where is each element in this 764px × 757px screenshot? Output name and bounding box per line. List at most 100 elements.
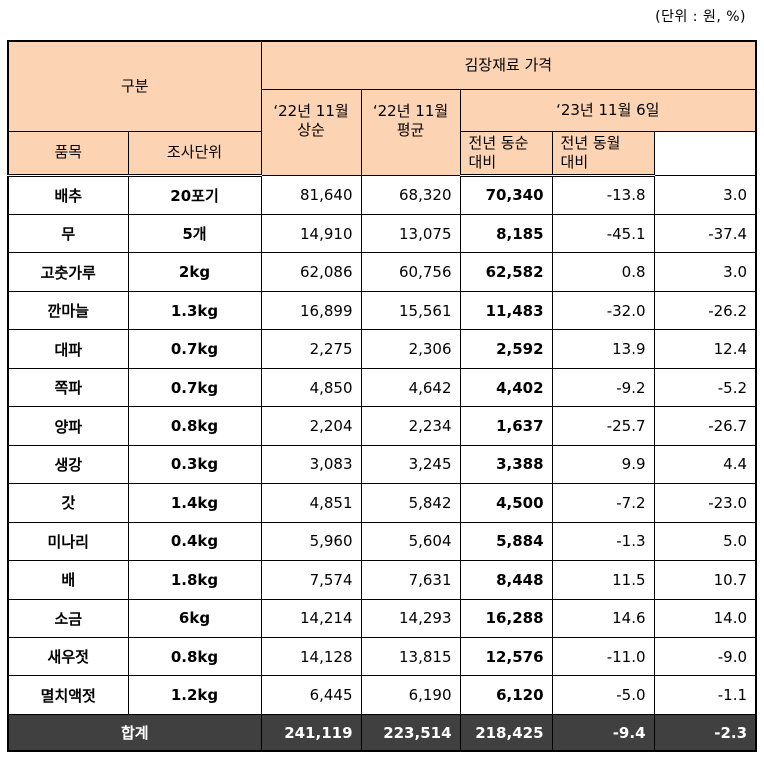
cell-yoy-period: 0.8 (551, 252, 655, 292)
cell-current: 11,483 (459, 290, 553, 331)
table-row: 배 1.8kg 7,574 7,631 8,448 11.5 10.7 (7, 560, 757, 600)
cell-item: 배 (7, 560, 129, 600)
cell-item: 멸치액젓 (7, 675, 129, 715)
cell-prev-early: 3,083 (260, 444, 362, 485)
cell-unit: 0.4kg (127, 521, 262, 562)
cell-item: 배추 (7, 174, 129, 216)
cell-yoy-period: 14.6 (551, 598, 655, 639)
header-yoy-period: 전년 동순 대비 (459, 130, 553, 177)
header-item: 품목 (7, 130, 129, 177)
cell-prev-avg: 5,842 (360, 483, 461, 523)
cell-current: 16,288 (459, 598, 553, 639)
cell-yoy-period: -32.0 (551, 290, 655, 331)
cell-current: 12,576 (459, 636, 553, 677)
table-row: 멸치액젓 1.2kg 6,445 6,190 6,120 -5.0 -1.1 (7, 675, 757, 715)
table-row: 대파 0.7kg 2,275 2,306 2,592 13.9 12.4 (7, 329, 757, 369)
table-row: 무 5개 14,910 13,075 8,185 -45.1 -37.4 (7, 214, 757, 254)
cell-prev-early: 81,640 (260, 174, 362, 216)
cell-prev-early: 4,850 (260, 367, 362, 408)
table-row: 갓 1.4kg 4,851 5,842 4,500 -7.2 -23.0 (7, 483, 757, 523)
cell-item: 새우젓 (7, 636, 129, 677)
cell-current: 5,884 (459, 521, 553, 562)
cell-unit: 0.7kg (127, 367, 262, 408)
cell-current: 6,120 (459, 675, 553, 715)
header-yoy-month: 전년 동월 대비 (551, 130, 655, 177)
cell-yoy-month: 5.0 (653, 521, 757, 562)
unit-note: (단위 : 원, %) (655, 9, 746, 25)
cell-yoy-period: -25.7 (551, 406, 655, 446)
cell-yoy-period: -45.1 (551, 214, 655, 254)
cell-yoy-period: 9.9 (551, 444, 655, 485)
total-prev-early: 241,119 (260, 714, 362, 752)
cell-yoy-month: -9.0 (653, 636, 757, 677)
cell-prev-avg: 13,075 (360, 214, 461, 254)
total-prev-avg: 223,514 (360, 714, 461, 752)
cell-yoy-period: -11.0 (551, 636, 655, 677)
cell-unit: 0.8kg (127, 636, 262, 677)
header-prev-avg: ‘22년 11월 평균 (360, 88, 461, 176)
total-row: 합계 241,119 223,514 218,425 -9.4 -2.3 (7, 714, 757, 752)
total-current: 218,425 (459, 714, 553, 752)
cell-prev-avg: 3,245 (360, 444, 461, 485)
cell-yoy-period: -13.8 (551, 174, 655, 216)
cell-unit: 6kg (127, 598, 262, 639)
cell-yoy-period: -9.2 (551, 367, 655, 408)
cell-item: 쪽파 (7, 367, 129, 408)
table-row: 깐마늘 1.3kg 16,899 15,561 11,483 -32.0 -26.2 (7, 290, 757, 331)
cell-unit: 1.2kg (127, 675, 262, 715)
cell-prev-early: 14,128 (260, 636, 362, 677)
cell-current: 1,637 (459, 406, 553, 446)
cell-yoy-month: -5.2 (653, 367, 757, 408)
total-yoy-period: -9.4 (551, 714, 655, 752)
cell-prev-early: 62,086 (260, 252, 362, 292)
header-category: 구분 (7, 40, 262, 132)
cell-unit: 1.8kg (127, 560, 262, 600)
table-row: 미나리 0.4kg 5,960 5,604 5,884 -1.3 5.0 (7, 521, 757, 562)
cell-prev-early: 6,445 (260, 675, 362, 715)
cell-current: 62,582 (459, 252, 553, 292)
cell-yoy-period: -5.0 (551, 675, 655, 715)
cell-unit: 0.8kg (127, 406, 262, 446)
cell-yoy-month: 3.0 (653, 252, 757, 292)
cell-item: 생강 (7, 444, 129, 485)
header-unit: 조사단위 (127, 130, 262, 177)
table-row: 소금 6kg 14,214 14,293 16,288 14.6 14.0 (7, 598, 757, 639)
cell-prev-early: 2,275 (260, 329, 362, 369)
cell-prev-avg: 2,234 (360, 406, 461, 446)
cell-prev-avg: 13,815 (360, 636, 461, 677)
cell-yoy-period: 11.5 (551, 560, 655, 600)
cell-yoy-month: -1.1 (653, 675, 757, 715)
cell-unit: 20포기 (127, 174, 262, 216)
cell-item: 양파 (7, 406, 129, 446)
cell-prev-avg: 15,561 (360, 290, 461, 331)
cell-prev-early: 16,899 (260, 290, 362, 331)
cell-item: 깐마늘 (7, 290, 129, 331)
cell-prev-early: 4,851 (260, 483, 362, 523)
cell-current: 70,340 (459, 174, 553, 216)
cell-yoy-month: -37.4 (653, 214, 757, 254)
cell-item: 미나리 (7, 521, 129, 562)
cell-prev-avg: 14,293 (360, 598, 461, 639)
table-row: 새우젓 0.8kg 14,128 13,815 12,576 -11.0 -9.0 (7, 636, 757, 677)
cell-prev-avg: 7,631 (360, 560, 461, 600)
cell-item: 고춧가루 (7, 252, 129, 292)
cell-unit: 5개 (127, 214, 262, 254)
total-label: 합계 (7, 714, 262, 752)
cell-prev-avg: 60,756 (360, 252, 461, 292)
cell-yoy-period: 13.9 (551, 329, 655, 369)
header-group-title: 김장재료 가격 (260, 40, 757, 90)
cell-prev-early: 7,574 (260, 560, 362, 600)
cell-prev-avg: 68,320 (360, 174, 461, 216)
table-row: 고춧가루 2kg 62,086 60,756 62,582 0.8 3.0 (7, 252, 757, 292)
cell-current: 4,500 (459, 483, 553, 523)
cell-yoy-month: 4.4 (653, 444, 757, 485)
table-row: 양파 0.8kg 2,204 2,234 1,637 -25.7 -26.7 (7, 406, 757, 446)
cell-yoy-month: -26.7 (653, 406, 757, 446)
cell-unit: 2kg (127, 252, 262, 292)
table-row: 쪽파 0.7kg 4,850 4,642 4,402 -9.2 -5.2 (7, 367, 757, 408)
cell-current: 2,592 (459, 329, 553, 369)
kimjang-price-table: 구분 김장재료 가격 ‘22년 11월 상순 ‘22년 11월 평균 ‘23년 … (7, 40, 758, 752)
cell-unit: 1.4kg (127, 483, 262, 523)
cell-yoy-period: -1.3 (551, 521, 655, 562)
cell-unit: 1.3kg (127, 290, 262, 331)
